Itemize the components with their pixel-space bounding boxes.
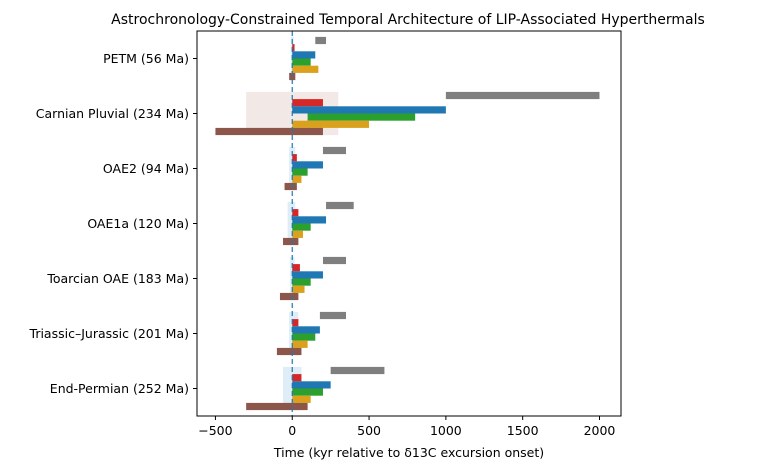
x-tick-label: 1000 xyxy=(430,423,462,438)
bar-marks xyxy=(215,36,600,411)
bar xyxy=(292,209,299,217)
bar xyxy=(215,127,323,136)
y-tick-label: PETM (56 Ma) xyxy=(103,51,189,66)
bar xyxy=(326,201,354,210)
bar xyxy=(292,44,295,52)
y-tick-label: Toarcian OAE (183 Ma) xyxy=(46,271,189,286)
bar xyxy=(292,271,323,279)
bar xyxy=(292,374,302,382)
chart-title: Astrochronology-Constrained Temporal Arc… xyxy=(111,12,705,28)
bar xyxy=(292,285,305,293)
x-tick-label: 1500 xyxy=(507,423,539,438)
x-tick-label: 500 xyxy=(357,423,381,438)
bar xyxy=(292,65,319,73)
bar xyxy=(445,91,600,100)
bar xyxy=(292,340,308,348)
x-tick-label: −500 xyxy=(198,423,232,438)
y-tick-label: Triassic–Jurassic (201 Ma) xyxy=(29,326,189,341)
bar xyxy=(322,146,347,155)
bar xyxy=(292,51,316,59)
bar xyxy=(292,168,308,176)
plot-frame xyxy=(196,30,622,417)
y-tick-label: End-Permian (252 Ma) xyxy=(50,381,189,396)
y-tick-label: OAE2 (94 Ma) xyxy=(103,161,189,176)
bar xyxy=(292,264,300,272)
bar xyxy=(292,120,370,128)
bar xyxy=(292,395,311,403)
bar xyxy=(292,223,311,231)
bar xyxy=(292,319,299,327)
bar xyxy=(246,402,308,411)
bar xyxy=(292,230,303,238)
bar xyxy=(292,58,311,66)
bar xyxy=(289,72,296,81)
bar xyxy=(307,113,416,121)
bar xyxy=(276,347,302,356)
x-tick-label: 0 xyxy=(288,423,296,438)
y-axis-ticks: End-Permian (252 Ma) Triassic–Jurassic (2… xyxy=(29,51,197,396)
bar xyxy=(292,106,446,114)
x-tick-label: 2000 xyxy=(584,423,616,438)
y-tick-label: OAE1a (120 Ma) xyxy=(87,216,189,231)
bar xyxy=(292,161,323,169)
bar xyxy=(319,311,347,320)
bar xyxy=(292,381,331,389)
bar xyxy=(292,154,297,162)
bar xyxy=(284,182,297,191)
bar xyxy=(283,237,299,246)
bar xyxy=(292,216,327,224)
x-axis-label: Time (kyr relative to δ13C excursion ons… xyxy=(273,445,544,460)
x-axis-ticks: −500 0 500 1000 1500 2000 xyxy=(198,416,615,438)
bar xyxy=(292,175,302,183)
bar xyxy=(292,333,316,341)
bar xyxy=(279,292,299,301)
bar xyxy=(322,256,347,265)
bar xyxy=(292,278,311,286)
bar xyxy=(315,36,327,45)
bar xyxy=(330,366,385,375)
bar xyxy=(292,99,323,107)
bar xyxy=(292,388,323,396)
bar xyxy=(292,326,320,334)
y-tick-label: Carnian Pluvial (234 Ma) xyxy=(36,106,189,121)
shaded-window xyxy=(287,201,296,246)
